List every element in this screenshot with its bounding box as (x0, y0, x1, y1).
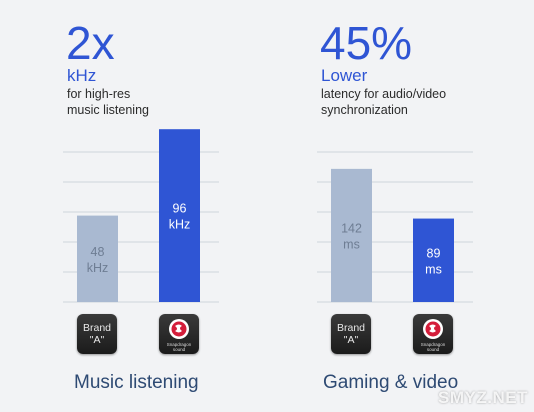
brand-a-label: Brand "A" (336, 322, 366, 346)
music-bar-chart: 48 kHz 96 kHz (63, 129, 219, 303)
headline-unit: kHz (67, 66, 97, 85)
data-label: 96 kHz (169, 202, 191, 232)
bar-snapdragon (159, 129, 200, 302)
gaming-panel: 45% Lower latency for audio/video synchr… (267, 0, 534, 412)
x-axis-caption: Gaming & video (323, 372, 459, 393)
watermark: SMYZ.NET (438, 388, 528, 407)
snapdragon-sound-chip: Snapdragon sound (413, 314, 453, 354)
headline-value: 2x (66, 17, 115, 69)
data-label: 89 ms (425, 246, 442, 276)
bar-snapdragon (413, 218, 454, 302)
brand-a-chip: Brand "A" (77, 314, 117, 354)
snapdragon-sound-label: Snapdragon sound (166, 341, 192, 352)
snapdragon-sound-label: Snapdragon sound (420, 341, 446, 352)
bar-brand-a (77, 215, 118, 302)
headline-description: latency for audio/video synchronization (321, 87, 447, 117)
data-label: 142 ms (341, 221, 362, 251)
headline-unit: Lower (321, 66, 368, 85)
x-axis-caption: Music listening (74, 372, 199, 393)
data-label: 48 kHz (87, 245, 109, 275)
brand-a-chip: Brand "A" (331, 314, 371, 354)
brand-a-label: Brand "A" (82, 322, 112, 346)
headline-description: for high-res music listening (67, 87, 149, 117)
snapdragon-logo-icon (423, 318, 443, 339)
snapdragon-sound-chip: Snapdragon sound (159, 314, 199, 354)
headline-value: 45% (320, 17, 413, 69)
gaming-bar-chart: 142 ms 89 ms (317, 151, 473, 303)
music-panel: 2x kHz for high-res music listening 48 kH… (63, 17, 219, 393)
bar-brand-a (331, 168, 372, 302)
snapdragon-logo-icon (169, 318, 189, 339)
